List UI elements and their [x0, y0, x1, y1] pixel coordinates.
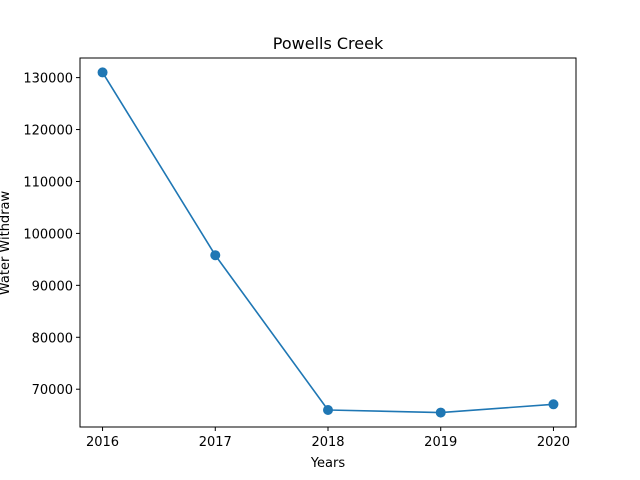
data-point-2019 [435, 407, 446, 418]
y-tick-label: 90000 [32, 279, 73, 294]
y-tick-label: 130000 [23, 72, 73, 87]
y-tick-label: 100000 [23, 227, 73, 242]
x-tick-label: 2017 [199, 435, 232, 450]
plot-marks [97, 67, 559, 418]
y-tick-label: 70000 [32, 383, 73, 398]
y-axis: 70000 80000 90000 100000 110000 120000 130000 [23, 72, 80, 398]
x-tick-label: 2016 [86, 435, 119, 450]
x-tick-label: 2020 [537, 435, 570, 450]
x-axis: 2016 2017 2018 2019 2020 [86, 427, 570, 450]
x-tick-label: 2019 [424, 435, 457, 450]
y-tick-label: 110000 [23, 175, 73, 190]
y-axis-label: Water Withdraw [0, 191, 13, 296]
chart-title: Powells Creek [273, 34, 384, 53]
data-point-2017 [210, 250, 221, 261]
y-tick-label: 120000 [23, 124, 73, 139]
x-tick-label: 2018 [311, 435, 344, 450]
data-point-2020 [548, 399, 559, 410]
y-tick-label: 80000 [32, 331, 73, 346]
x-axis-label: Years [310, 456, 346, 471]
data-point-2018 [323, 404, 333, 415]
data-point-2016 [97, 67, 108, 78]
